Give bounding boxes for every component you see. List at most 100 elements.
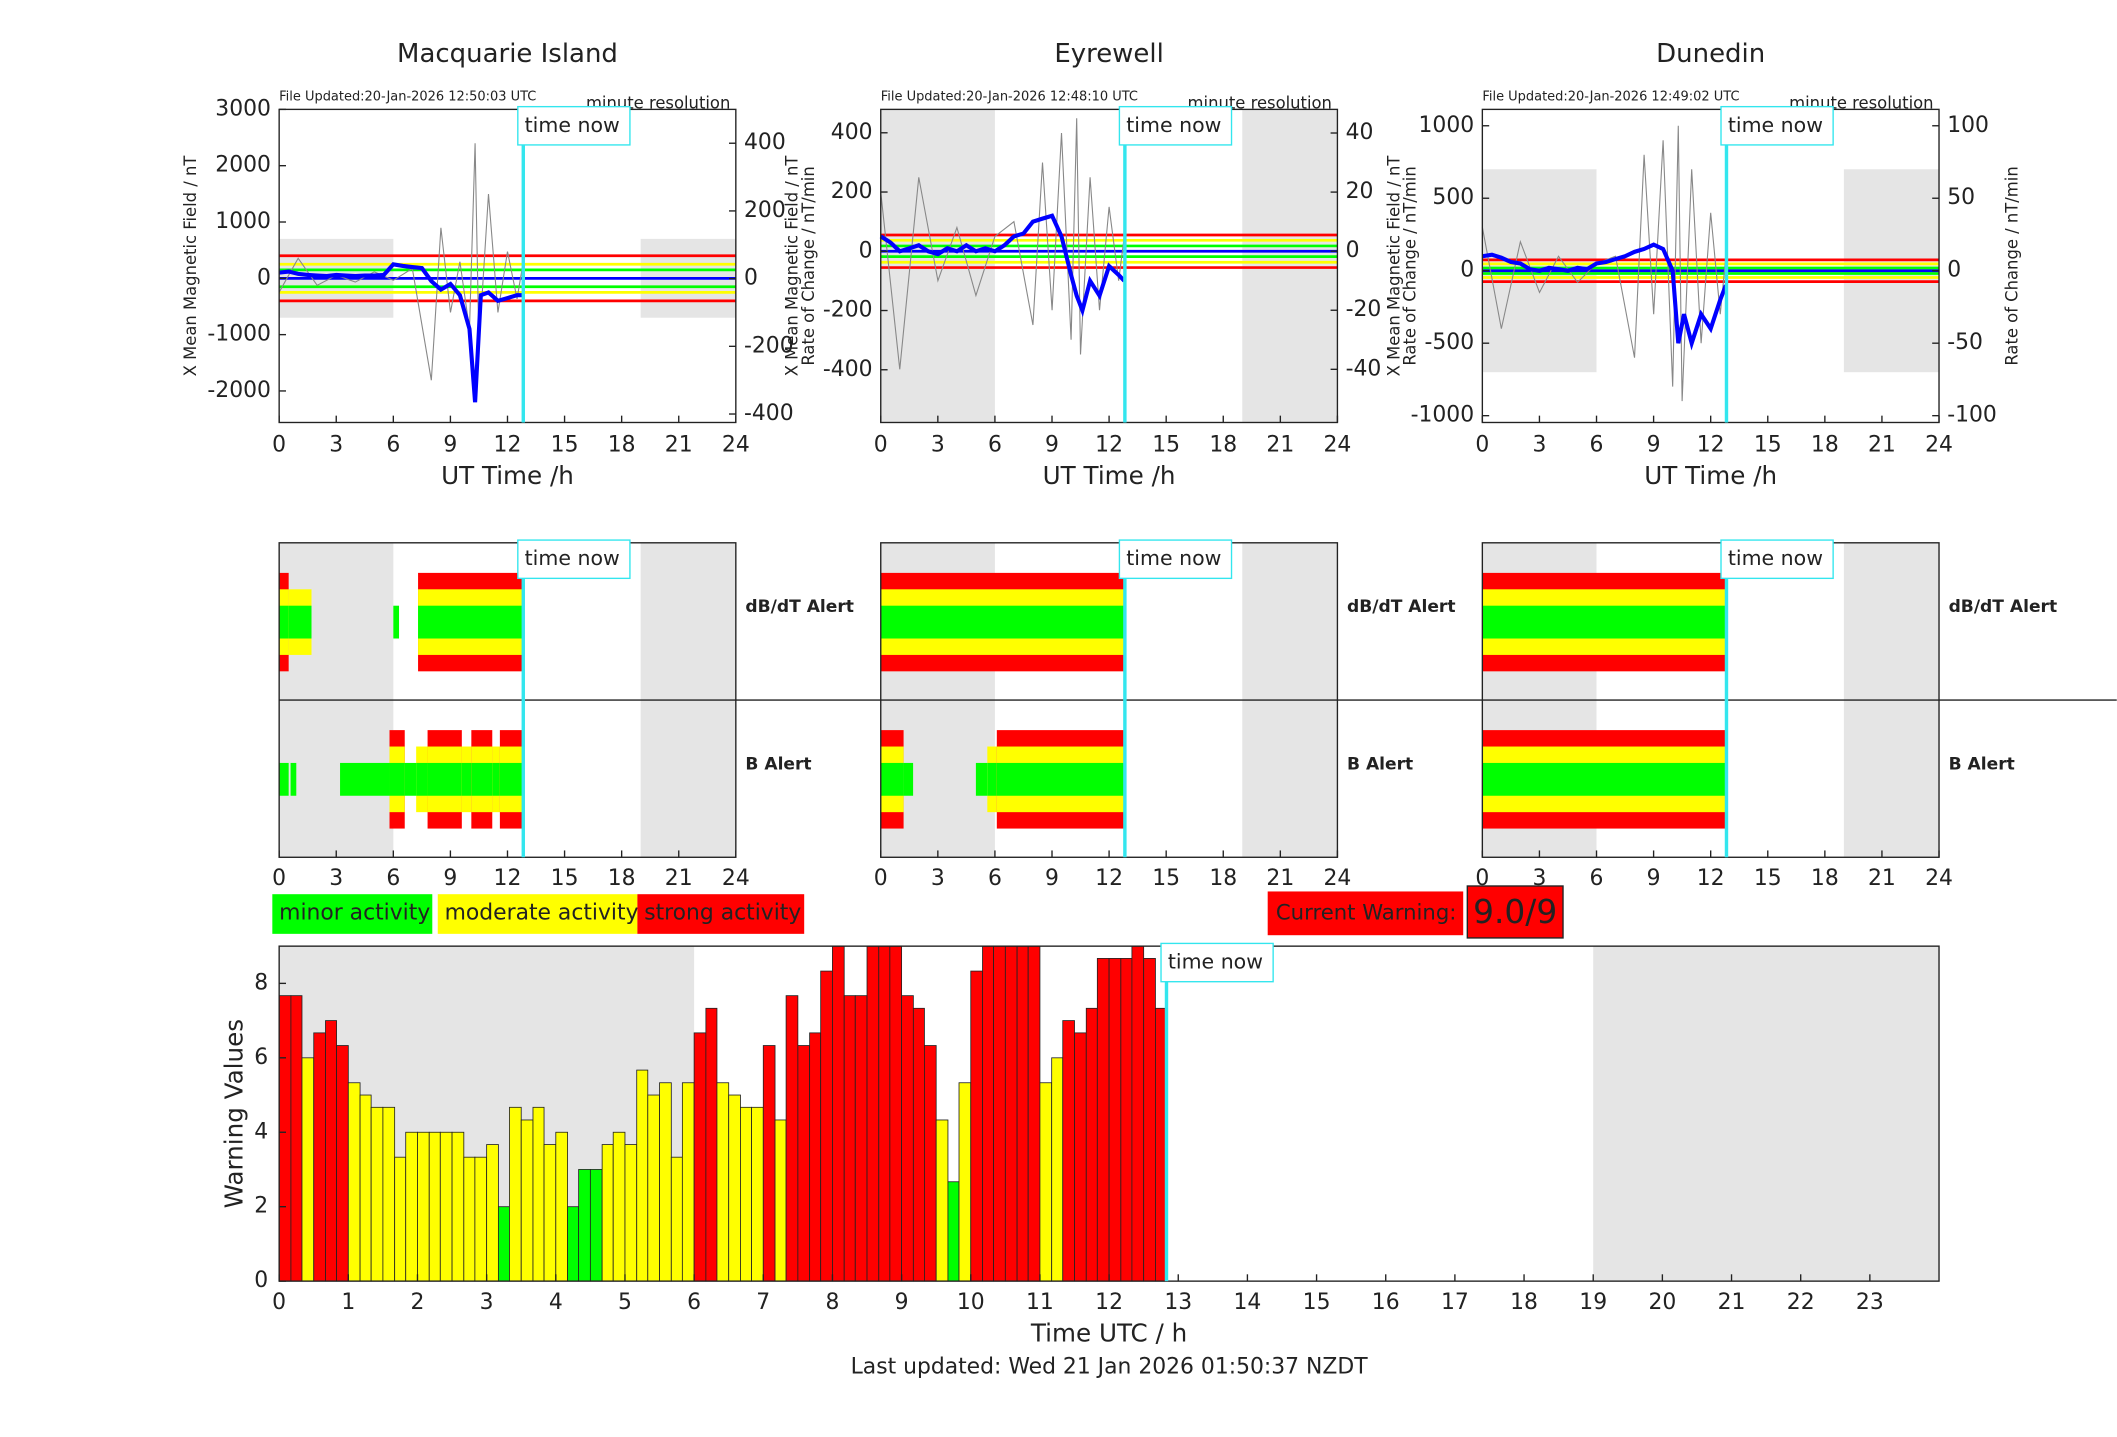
y2-tick-label: -20: [1346, 297, 1382, 322]
bar: [532, 1106, 545, 1282]
bar: [439, 1131, 453, 1282]
bar: [670, 1156, 683, 1282]
bar: [624, 1144, 638, 1282]
time-now-label: time now: [1728, 546, 1823, 570]
bar: [1039, 1082, 1053, 1282]
y-axis-label: Warning Values: [219, 1019, 248, 1208]
bar: [509, 1106, 522, 1282]
x-tick-label: 18: [608, 866, 636, 891]
y-tick-label: 200: [831, 179, 873, 204]
y2-tick-label: -400: [744, 401, 794, 426]
alert-row-label: dB/dT Alert: [1347, 597, 1456, 617]
night-shade: [1593, 946, 1940, 1282]
time-now-label: time now: [1728, 113, 1823, 137]
time-now-box: [517, 105, 631, 146]
bar: [958, 1082, 972, 1282]
x-tick-label: 0: [874, 866, 888, 891]
alert-band: [1482, 605, 1728, 639]
bar: [947, 1181, 960, 1282]
bar: [693, 1032, 707, 1282]
x-tick-label: 16: [1372, 1290, 1400, 1315]
field-line: [278, 262, 523, 403]
alert-band: [996, 762, 1127, 796]
bar: [878, 945, 891, 1282]
time-now-label: time now: [525, 546, 620, 570]
bar: [567, 1206, 580, 1282]
x-tick-label: 3: [1532, 433, 1546, 458]
x-tick-label: 21: [1266, 866, 1294, 891]
bar: [1108, 958, 1122, 1282]
alert-band: [461, 762, 472, 796]
alert-band: [880, 605, 1127, 639]
x-tick-label: 12: [1697, 433, 1725, 458]
alert-band: [1482, 762, 1728, 796]
y2-tick-label: 200: [744, 198, 786, 223]
y2-tick-label: -50: [1947, 330, 1983, 355]
x-tick-label: 18: [1811, 433, 1839, 458]
bar: [370, 1106, 384, 1282]
x-tick-label: 23: [1856, 1290, 1884, 1315]
alert-band: [279, 762, 289, 796]
y-tick-label: 1000: [215, 209, 271, 234]
bar: [497, 1206, 510, 1282]
alert-band: [427, 762, 462, 796]
x-tick-label: 15: [1754, 866, 1782, 891]
x-tick-label: 10: [957, 1290, 985, 1315]
alert-row-label: dB/dT Alert: [1949, 597, 2058, 617]
field-line: [1482, 242, 1728, 351]
bar: [474, 1156, 488, 1282]
x-tick-label: 9: [1647, 866, 1661, 891]
x-tick-label: 24: [1324, 866, 1352, 891]
y2-tick-label: 400: [744, 130, 786, 155]
x-tick-label: 12: [1095, 433, 1123, 458]
y-axis-label: X Mean Magnetic Field / nT: [783, 155, 802, 377]
y2-tick-label: 0: [744, 266, 758, 291]
y-axis-label: X Mean Magnetic Field / nT: [181, 155, 200, 377]
x-tick-label: 9: [443, 433, 457, 458]
time-now-label: time now: [1126, 546, 1221, 570]
time-now-label: time now: [525, 113, 620, 137]
bar: [486, 1144, 499, 1282]
warning-value: 9.0/9: [1473, 893, 1557, 931]
x-tick-label: 18: [1510, 1290, 1538, 1315]
x-tick-label: 9: [443, 866, 457, 891]
bar: [659, 1082, 672, 1282]
bar: [382, 1106, 396, 1282]
legend-swatch: [272, 894, 433, 934]
bar: [728, 1094, 741, 1282]
alert-band: [975, 762, 988, 796]
y-tick-label: 2: [254, 1194, 268, 1219]
bar: [705, 1007, 718, 1282]
y2-axis-label: Rate of Change / nT/min: [1401, 166, 1420, 365]
y-tick-label: -500: [1425, 330, 1475, 355]
y-tick-label: 0: [257, 265, 271, 290]
x-tick-label: 6: [386, 433, 400, 458]
alert-band: [340, 762, 390, 796]
bar: [681, 1082, 695, 1282]
bar: [325, 1020, 337, 1282]
file-updated: File Updated:20-Jan-2026 12:49:02 UTC: [1482, 90, 1739, 105]
x-tick-label: 6: [1590, 433, 1604, 458]
y-tick-label: 4: [254, 1119, 268, 1144]
y-tick-label: -400: [823, 357, 873, 382]
x-tick-label: 18: [608, 433, 636, 458]
bar: [820, 970, 833, 1282]
x-axis-label: UT Time /h: [441, 461, 574, 490]
x-tick-label: 6: [988, 433, 1002, 458]
axes-box: [278, 945, 1940, 1282]
x-tick-label: 2: [411, 1290, 425, 1315]
bar: [428, 1131, 441, 1282]
bar: [809, 1032, 822, 1282]
file-updated: File Updated:20-Jan-2026 12:50:03 UTC: [279, 90, 536, 105]
bar: [359, 1094, 372, 1282]
bar: [578, 1169, 591, 1282]
time-now-label: time now: [1168, 950, 1263, 974]
alert-band: [499, 762, 525, 796]
bar: [336, 1045, 349, 1282]
bar: [762, 1045, 776, 1282]
x-tick-label: 0: [272, 433, 286, 458]
alert-row-label: dB/dT Alert: [745, 597, 854, 617]
bar: [924, 1045, 937, 1282]
y2-tick-label: 100: [1947, 113, 1989, 138]
x-tick-label: 12: [1095, 1290, 1123, 1315]
